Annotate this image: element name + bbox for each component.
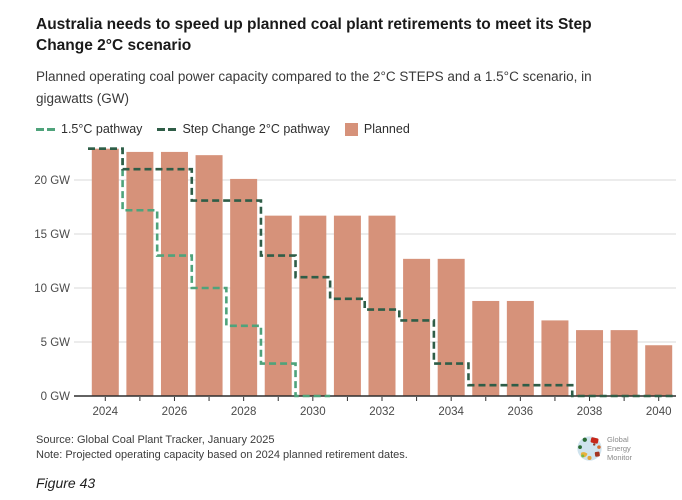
- legend-item-1-5c-pathway: 1.5°C pathway: [36, 122, 142, 136]
- y-axis-label: 10 GW: [34, 283, 70, 295]
- gem-globe-icon: [577, 436, 602, 462]
- x-axis-label: 2030: [300, 406, 326, 418]
- y-axis-label: 20 GW: [34, 175, 70, 187]
- dashed-line-swatch-icon: [36, 127, 55, 131]
- chart-title: Australia needs to speed up planned coal…: [36, 16, 592, 55]
- source-note-block: Source: Global Coal Plant Tracker, Janua…: [36, 433, 408, 463]
- bar: [299, 216, 327, 397]
- bar-swatch-icon: [344, 122, 358, 136]
- figure-number-label: Figure 43: [36, 475, 96, 492]
- bar: [576, 330, 604, 397]
- x-axis-label: 2028: [231, 406, 257, 418]
- pathway-line-1-5c: [88, 147, 331, 398]
- chart-canvas: 0 GW 5 GW 10 GW 15 GW 20 GW 2024 2026 2028 2030 2…: [34, 147, 676, 418]
- bar: [126, 152, 154, 397]
- chart-legend: 1.5°C pathway Step Change 2°C pathway Pl…: [36, 122, 660, 136]
- x-axis-label: 2032: [369, 406, 395, 418]
- x-axis-label: 2034: [438, 406, 464, 418]
- bar: [264, 216, 292, 397]
- gem-logo-text: Global Energy Monitor: [606, 435, 632, 463]
- bar: [230, 179, 258, 397]
- chart-subtitle: Planned operating coal power capacity co…: [36, 68, 592, 106]
- legend-label: Step Change 2°C pathway: [182, 122, 330, 137]
- x-axis-label: 2026: [162, 406, 188, 418]
- legend-label: Planned: [363, 122, 410, 137]
- y-axis-label: 15 GW: [34, 229, 70, 241]
- bar: [541, 320, 569, 397]
- global-energy-monitor-logo: Global Energy Monitor: [576, 435, 632, 462]
- x-axis-label: 2024: [92, 406, 118, 418]
- x-axis-label: 2038: [577, 406, 603, 418]
- bar: [403, 259, 431, 397]
- chart-footer: Source: Global Coal Plant Tracker, Janua…: [36, 433, 660, 463]
- bar: [645, 345, 673, 397]
- bar: [195, 155, 223, 397]
- x-axis-label: 2040: [646, 406, 672, 418]
- x-axis-label: 2036: [508, 406, 534, 418]
- source-text: Source: Global Coal Plant Tracker, Janua…: [36, 434, 275, 447]
- bar: [368, 216, 396, 397]
- legend-item-step-change-2c-pathway: Step Change 2°C pathway: [157, 122, 330, 137]
- legend-item-planned: Planned: [344, 122, 410, 137]
- pathway-line-2c: [88, 147, 676, 398]
- bar: [506, 301, 534, 397]
- y-axis-label: 5 GW: [41, 337, 71, 349]
- bar: [437, 259, 465, 397]
- bar: [610, 330, 638, 397]
- dashed-line-swatch-icon: [157, 127, 177, 131]
- legend-label: 1.5°C pathway: [61, 122, 143, 137]
- bar: [472, 301, 500, 397]
- bar: [91, 149, 119, 397]
- bar: [160, 152, 188, 397]
- note-text: Note: Projected operating capacity based…: [36, 449, 408, 462]
- chart: 0 GW 5 GW 10 GW 15 GW 20 GW 2024 2026 2028 2030 2…: [28, 144, 676, 431]
- bar: [333, 216, 361, 397]
- y-axis-label: 0 GW: [41, 391, 71, 403]
